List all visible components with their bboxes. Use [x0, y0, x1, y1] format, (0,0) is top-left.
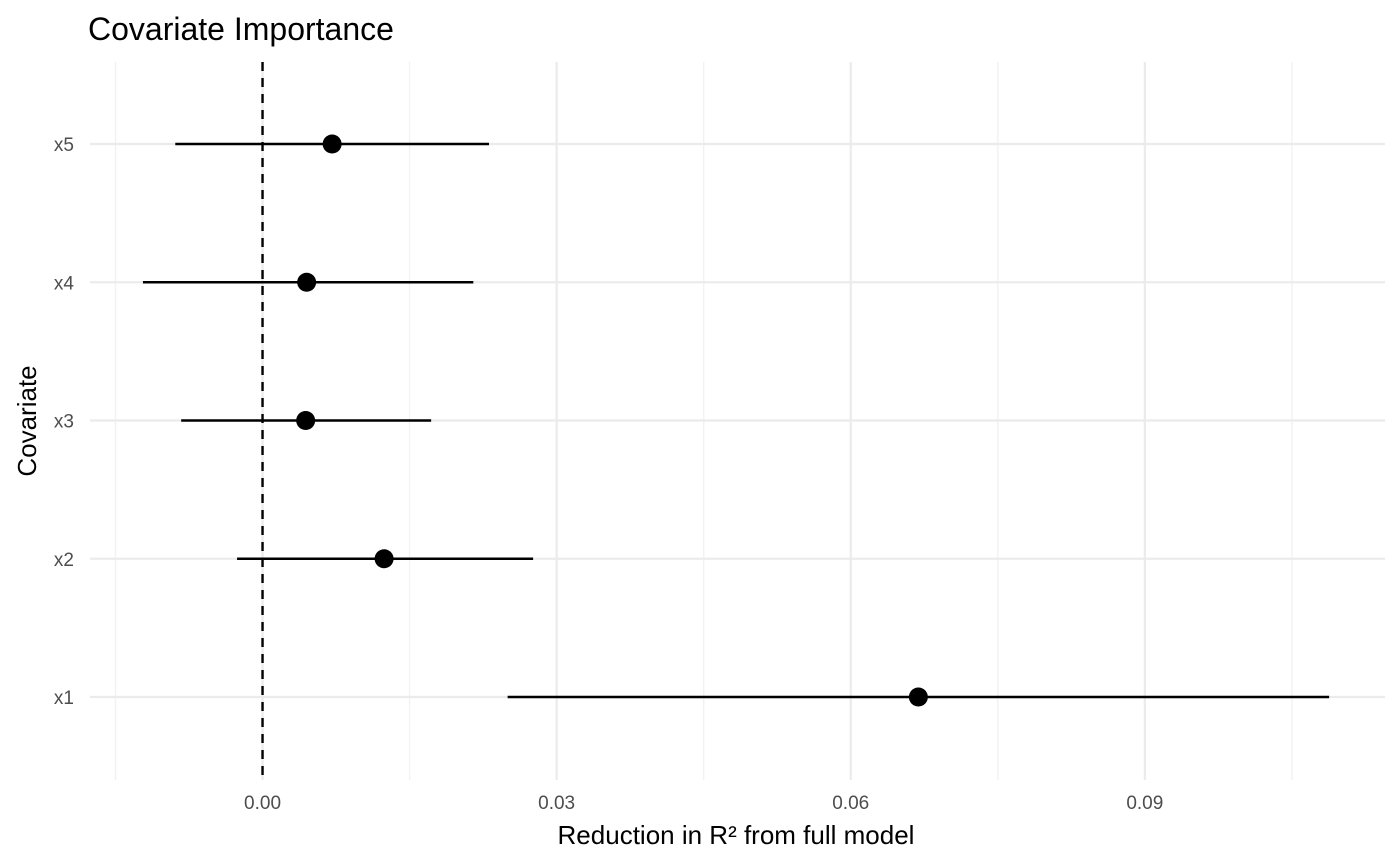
- point-x2: [374, 549, 394, 569]
- x-tick-label: 0.00: [244, 793, 281, 814]
- y-axis-tick-labels: x1 x2 x3 x4 x5: [54, 135, 75, 709]
- x-axis-tick-labels: 0.00 0.03 0.06 0.09: [244, 793, 1163, 814]
- x-axis-title: Reduction in R² from full model: [558, 820, 915, 850]
- y-tick-label-x2: x2: [54, 550, 74, 571]
- y-tick-label-x1: x1: [54, 688, 74, 709]
- y-tick-label-x3: x3: [54, 412, 74, 433]
- point-x1: [908, 687, 928, 707]
- point-x4: [297, 272, 317, 292]
- y-tick-label-x5: x5: [54, 135, 74, 156]
- points: [296, 134, 928, 707]
- point-x3: [296, 411, 316, 430]
- chart-title: Covariate Importance: [88, 11, 394, 47]
- y-tick-label-x4: x4: [54, 273, 75, 294]
- point-x5: [322, 134, 342, 154]
- y-axis-title: Covariate: [12, 365, 42, 476]
- x-tick-label: 0.03: [538, 793, 575, 814]
- x-tick-label: 0.09: [1126, 793, 1163, 814]
- x-tick-label: 0.06: [832, 793, 869, 814]
